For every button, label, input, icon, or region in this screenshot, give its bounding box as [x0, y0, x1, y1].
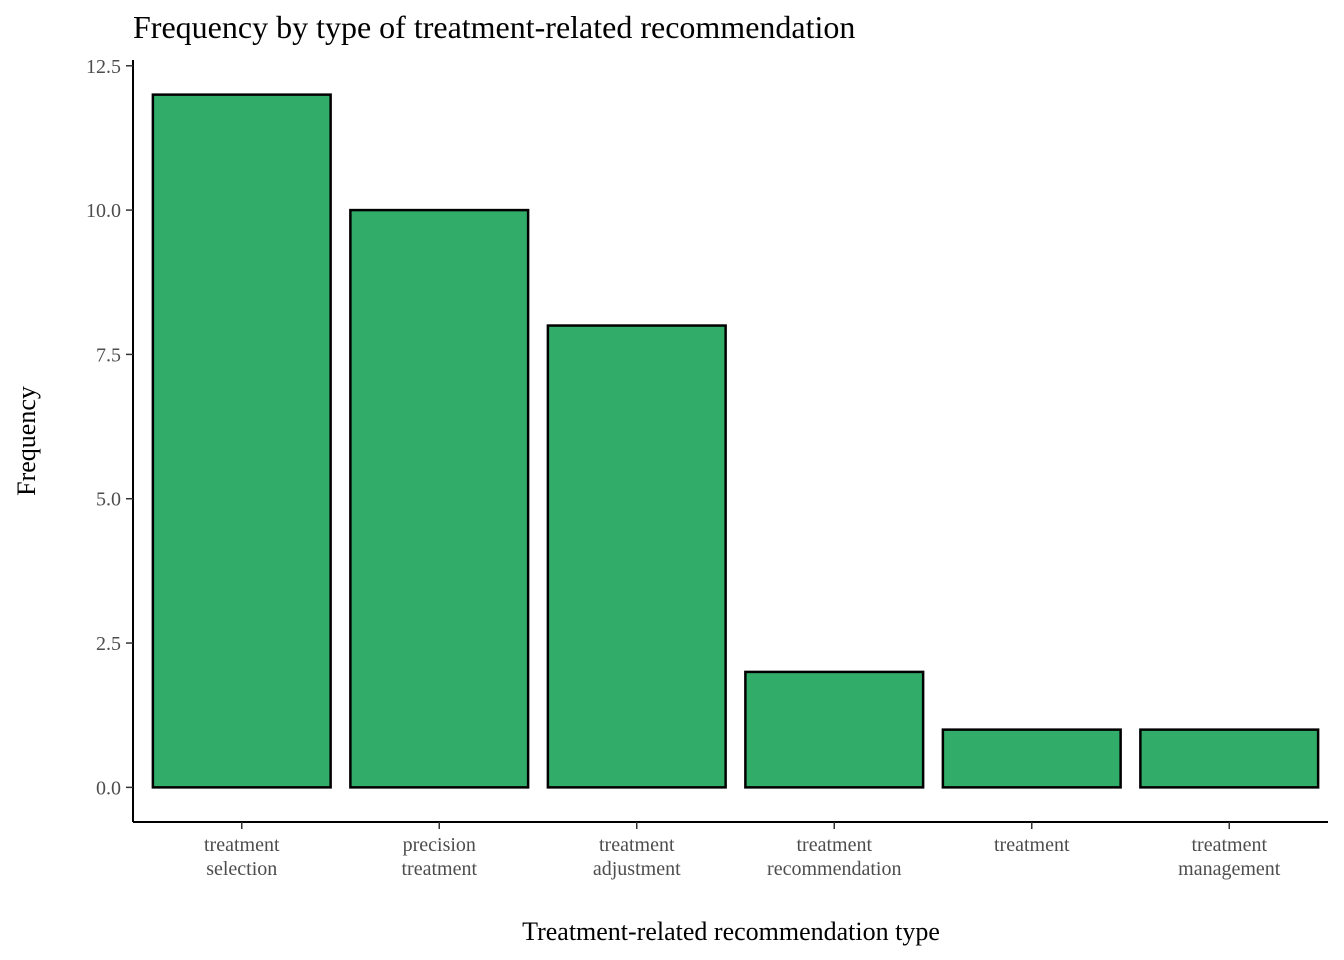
bar: [1140, 730, 1318, 788]
chart-title: Frequency by type of treatment-related r…: [133, 9, 855, 45]
x-tick-label: treatmentrecommendation: [767, 834, 901, 880]
x-tick-label-line: treatment: [599, 834, 675, 856]
x-tick-label-line: treatment: [796, 834, 872, 856]
x-tick-label: treatmentselection: [204, 834, 280, 880]
x-tick-label: treatment: [994, 834, 1070, 856]
x-tick-label-line: treatment: [994, 834, 1070, 856]
y-tick-label: 0.0: [96, 777, 121, 799]
bars-group: [153, 95, 1318, 788]
y-axis-title: Frequency: [12, 386, 41, 496]
y-axis: 0.0 2.5 5.0 7.5 10.0 12.5: [86, 56, 133, 822]
x-tick-label-line: selection: [206, 858, 277, 880]
bar: [350, 210, 528, 787]
y-tick-label: 5.0: [96, 489, 121, 511]
x-tick-label-line: precision: [403, 834, 476, 856]
x-axis-title: Treatment-related recommendation type: [522, 917, 940, 946]
x-tick-label: treatmentmanagement: [1178, 834, 1281, 880]
y-tick-label: 2.5: [96, 633, 121, 655]
x-tick-label-line: treatment: [204, 834, 280, 856]
x-tick-label-line: treatment: [401, 858, 477, 880]
y-tick-label: 12.5: [86, 56, 121, 78]
x-tick-label: precisiontreatment: [401, 834, 477, 880]
x-tick-label-line: treatment: [1191, 834, 1267, 856]
bar: [548, 326, 726, 788]
x-axis: treatmentselectionprecisiontreatmenttrea…: [133, 822, 1328, 880]
bar: [153, 95, 331, 788]
x-tick-label: treatmentadjustment: [593, 834, 681, 880]
x-tick-label-line: adjustment: [593, 858, 681, 880]
x-tick-label-line: recommendation: [767, 858, 901, 880]
y-tick-label: 7.5: [96, 344, 121, 366]
bar: [745, 672, 923, 787]
y-tick-label: 10.0: [86, 200, 121, 222]
bar: [943, 730, 1121, 788]
x-tick-label-line: management: [1178, 858, 1281, 880]
